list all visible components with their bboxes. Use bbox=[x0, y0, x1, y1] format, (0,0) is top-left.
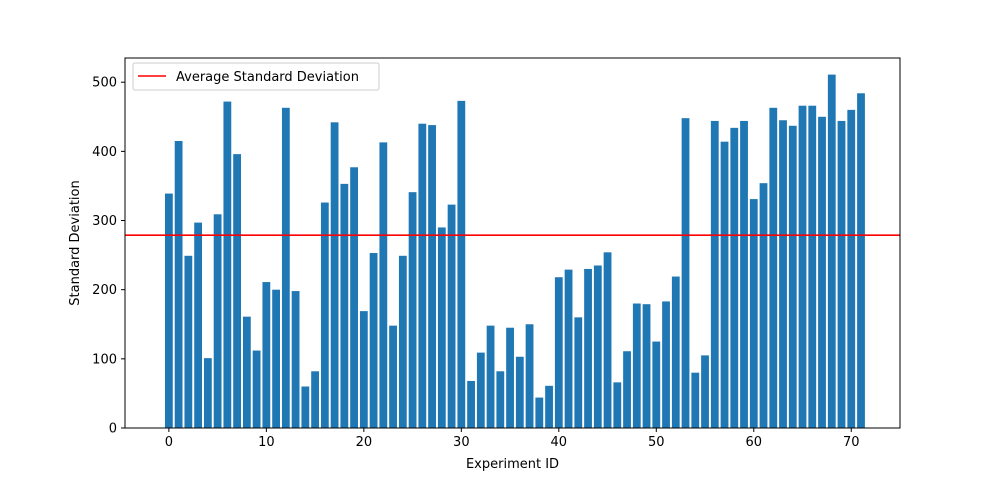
bar-experiment-26 bbox=[418, 123, 427, 429]
bar-experiment-27 bbox=[428, 125, 436, 429]
bar-experiment-57 bbox=[720, 141, 729, 428]
bar-experiment-33 bbox=[486, 325, 495, 428]
bar-experiment-28 bbox=[437, 227, 446, 428]
bar-experiment-53 bbox=[681, 118, 690, 429]
bar-experiment-2 bbox=[184, 255, 193, 428]
bar-experiment-9 bbox=[252, 350, 261, 428]
bar-experiment-25 bbox=[408, 192, 417, 428]
bar-experiment-34 bbox=[496, 371, 505, 428]
bar-experiment-30 bbox=[457, 100, 466, 428]
bar-experiment-40 bbox=[554, 277, 563, 428]
bar-experiment-14 bbox=[301, 386, 310, 428]
bar-experiment-36 bbox=[515, 356, 524, 428]
bar-experiment-19 bbox=[350, 167, 358, 428]
bar-experiment-52 bbox=[671, 276, 680, 428]
bar-experiment-32 bbox=[476, 352, 485, 428]
bar-experiment-18 bbox=[340, 183, 349, 428]
bar-experiment-60 bbox=[749, 199, 758, 428]
x-tick-label-50: 50 bbox=[648, 435, 665, 450]
bar-experiment-7 bbox=[233, 154, 242, 428]
bar-experiment-48 bbox=[632, 303, 641, 428]
bar-experiment-39 bbox=[545, 385, 553, 428]
bar-experiment-4 bbox=[203, 358, 212, 428]
bar-experiment-1 bbox=[174, 140, 183, 428]
bar-experiment-43 bbox=[584, 268, 592, 428]
bar-experiment-15 bbox=[311, 371, 319, 428]
plot-frame bbox=[124, 57, 901, 429]
bar-experiment-8 bbox=[242, 316, 251, 428]
bars-layer bbox=[164, 74, 865, 429]
bar-experiment-3 bbox=[194, 222, 203, 428]
bar-experiment-55 bbox=[701, 355, 709, 428]
bar-experiment-10 bbox=[262, 282, 271, 428]
bar-experiment-71 bbox=[857, 93, 865, 428]
y-tick-label-400: 400 bbox=[92, 145, 117, 160]
bar-experiment-45 bbox=[603, 252, 612, 428]
bar-experiment-41 bbox=[564, 269, 573, 428]
bar-experiment-66 bbox=[808, 105, 817, 428]
x-axis-ticks: 0 10 20 30 40 50 60 70 bbox=[165, 428, 860, 450]
bar-experiment-20 bbox=[359, 311, 368, 428]
y-tick-label-100: 100 bbox=[92, 352, 117, 367]
x-tick-label-0: 0 bbox=[165, 435, 173, 450]
legend-entry-average-standard-deviation: Average Standard Deviation bbox=[176, 70, 359, 85]
bar-experiment-67 bbox=[818, 116, 826, 429]
y-axis-ticks: 0 100 200 300 400 500 bbox=[92, 76, 125, 437]
y-tick-label-300: 300 bbox=[92, 214, 117, 229]
bar-experiment-49 bbox=[642, 304, 651, 428]
bar-experiment-29 bbox=[447, 204, 456, 428]
x-tick-label-20: 20 bbox=[356, 435, 373, 450]
bar-experiment-62 bbox=[769, 107, 778, 428]
bar-experiment-58 bbox=[730, 127, 739, 428]
bar-experiment-5 bbox=[213, 214, 222, 428]
bar-experiment-13 bbox=[291, 291, 300, 428]
bar-experiment-44 bbox=[593, 265, 602, 428]
x-tick-label-10: 10 bbox=[258, 435, 275, 450]
bar-experiment-11 bbox=[272, 289, 280, 428]
bar-experiment-50 bbox=[652, 341, 661, 428]
legend-box bbox=[132, 62, 380, 91]
bar-experiment-17 bbox=[330, 122, 339, 429]
bar-experiment-42 bbox=[574, 317, 583, 428]
bar-experiment-56 bbox=[710, 120, 719, 429]
bar-experiment-69 bbox=[837, 120, 846, 429]
bar-experiment-47 bbox=[623, 351, 631, 428]
x-tick-label-70: 70 bbox=[843, 435, 860, 450]
bar-experiment-54 bbox=[691, 372, 700, 428]
x-tick-label-40: 40 bbox=[551, 435, 568, 450]
bar-experiment-51 bbox=[662, 301, 670, 428]
bar-experiment-24 bbox=[398, 255, 407, 428]
bar-experiment-63 bbox=[779, 120, 787, 429]
bar-experiment-16 bbox=[320, 202, 329, 428]
bar-experiment-0 bbox=[164, 193, 173, 428]
y-tick-label-500: 500 bbox=[92, 76, 117, 91]
bar-experiment-68 bbox=[827, 74, 836, 428]
bar-experiment-6 bbox=[223, 101, 232, 428]
bar-experiment-22 bbox=[379, 142, 388, 428]
bar-experiment-37 bbox=[525, 324, 534, 428]
y-tick-label-200: 200 bbox=[92, 283, 117, 298]
bar-experiment-38 bbox=[535, 397, 544, 428]
x-tick-label-30: 30 bbox=[453, 435, 470, 450]
y-tick-label-0: 0 bbox=[109, 422, 117, 437]
axes-layer bbox=[124, 57, 901, 429]
bar-experiment-61 bbox=[759, 183, 768, 428]
bar-experiment-35 bbox=[506, 327, 514, 428]
bar-experiment-64 bbox=[788, 125, 797, 429]
x-axis-label: Experiment ID bbox=[466, 457, 559, 472]
legend: Average Standard Deviation bbox=[132, 62, 380, 91]
bar-experiment-59 bbox=[740, 120, 748, 429]
bar-experiment-70 bbox=[847, 109, 856, 429]
bar-experiment-23 bbox=[389, 325, 397, 428]
y-axis-label: Standard Deviation bbox=[68, 180, 83, 305]
bar-experiment-12 bbox=[281, 107, 290, 428]
x-tick-label-60: 60 bbox=[746, 435, 763, 450]
bar-experiment-46 bbox=[613, 382, 622, 428]
bar-experiment-65 bbox=[798, 105, 807, 428]
bar-experiment-31 bbox=[467, 380, 475, 428]
bar-experiment-21 bbox=[369, 253, 378, 428]
